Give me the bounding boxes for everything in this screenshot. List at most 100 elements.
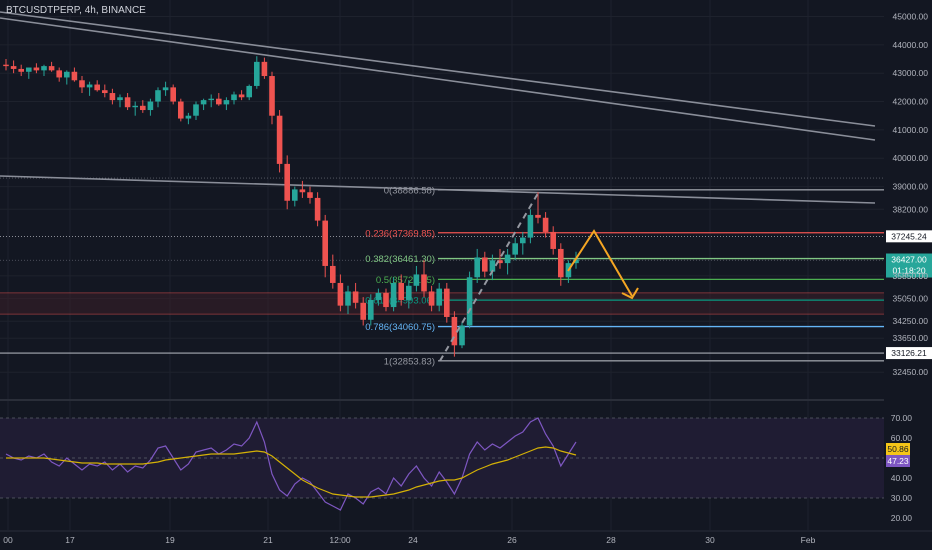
fib-anchor-trendline <box>439 189 541 362</box>
rsi-tick-3: 30.00 <box>891 493 913 503</box>
candle-9 <box>71 71 78 81</box>
price-tick-4: 41000.00 <box>893 125 929 135</box>
candle-71 <box>542 217 549 232</box>
candle-33 <box>254 61 260 86</box>
trend-line-upper-2 <box>0 17 876 141</box>
time-axis-bg <box>0 531 932 550</box>
candle-51 <box>390 282 397 308</box>
rsi-tick-1: 60.00 <box>891 433 913 443</box>
fib-label-0: 0(38886.58) <box>384 185 435 196</box>
candle-1 <box>10 66 17 69</box>
candle-58 <box>444 288 450 317</box>
price-tick-1: 44000.00 <box>893 40 929 50</box>
candle-43 <box>330 265 336 283</box>
fib-label-4: 0.618(34993.06) <box>365 296 435 307</box>
price-label-sub-1: 01:18:20 <box>892 266 925 276</box>
candle-32 <box>246 85 252 98</box>
time-tick-8: 30 <box>705 535 715 545</box>
price-tick-3: 42000.00 <box>893 97 929 107</box>
time-axis[interactable]: 00 17 19 21 12:00 24 26 28 30 Feb <box>0 530 932 550</box>
rsi-ma-line <box>6 446 577 498</box>
time-tick-4: 12:00 <box>329 535 351 545</box>
fib-label-3: 0.5(35727.15) <box>376 275 435 286</box>
grid <box>0 0 884 530</box>
candle-4 <box>33 67 40 71</box>
candle-19 <box>147 101 154 111</box>
time-tick-1: 17 <box>65 535 75 545</box>
candle-56 <box>428 291 435 306</box>
candle-7 <box>56 70 62 78</box>
time-tick-3: 21 <box>263 535 273 545</box>
price-label-bg-1 <box>886 253 932 278</box>
price-tick-9: 35050.00 <box>893 294 929 304</box>
price-tick-2: 43000.00 <box>893 68 929 78</box>
fib-label-2: 0.382(36461.30) <box>365 254 435 265</box>
annotations <box>439 189 639 362</box>
candle-40 <box>307 192 313 198</box>
candle-28 <box>216 98 222 105</box>
candle-16 <box>124 97 131 108</box>
candle-8 <box>64 71 70 78</box>
candle-52 <box>398 282 404 300</box>
candle-47 <box>360 302 366 320</box>
price-axis[interactable]: 45000.00 44000.00 43000.00 42000.00 41000.00… <box>884 0 932 550</box>
candle-29 <box>223 100 230 105</box>
candle-38 <box>292 189 298 201</box>
rsi-tick-2: 40.00 <box>891 473 913 483</box>
candle-22 <box>170 87 176 102</box>
candle-39 <box>299 189 306 193</box>
time-tick-7: 28 <box>606 535 616 545</box>
candle-17 <box>132 105 138 108</box>
candle-57 <box>436 288 442 306</box>
candle-21 <box>162 87 169 91</box>
candle-6 <box>48 66 55 71</box>
candle-46 <box>352 291 359 303</box>
candle-50 <box>383 292 389 308</box>
candle-27 <box>208 98 214 101</box>
fib-label-6: 1(32853.83) <box>384 356 435 367</box>
price-tick-6: 39000.00 <box>893 182 929 192</box>
price-label-bg-3 <box>886 347 932 360</box>
time-tick-0: 00 <box>3 535 13 545</box>
candle-55 <box>421 274 427 292</box>
candle-75 <box>573 259 579 264</box>
candle-53 <box>406 285 412 300</box>
candle-14 <box>109 93 116 101</box>
price-label-2: 35850.00 <box>893 271 929 281</box>
candle-12 <box>94 84 100 91</box>
price-label-0: 37245.24 <box>891 231 927 241</box>
candle-31 <box>238 94 245 98</box>
candle-42 <box>322 220 328 266</box>
candle-59 <box>451 316 458 346</box>
projection-arrowhead <box>621 287 639 300</box>
price-tick-10: 34250.00 <box>893 316 929 326</box>
candle-63 <box>482 257 488 272</box>
fib-label-5: 0.786(34060.75) <box>365 322 435 333</box>
trend-line-upper-1 <box>0 11 876 127</box>
candle-5 <box>41 66 47 71</box>
price-tick-0: 45000.00 <box>893 12 929 22</box>
candle-10 <box>79 80 85 88</box>
candle-70 <box>535 214 541 218</box>
time-tick-5: 24 <box>408 535 418 545</box>
symbol-title[interactable]: BTCUSDTPERP, 4h, BINANCE <box>6 5 146 16</box>
candle-11 <box>86 84 93 88</box>
candle-23 <box>178 101 184 119</box>
candle-60 <box>459 325 465 346</box>
candle-73 <box>558 248 564 278</box>
candle-24 <box>185 115 192 119</box>
candle-26 <box>200 100 207 105</box>
candle-49 <box>375 292 382 300</box>
candle-0 <box>3 64 9 67</box>
candle-18 <box>140 105 146 111</box>
candle-13 <box>102 90 108 94</box>
candle-15 <box>117 97 123 101</box>
candle-48 <box>368 299 374 320</box>
time-tick-2: 19 <box>165 535 175 545</box>
candle-68 <box>520 237 526 244</box>
candle-37 <box>284 163 290 201</box>
candle-25 <box>193 104 199 116</box>
rsi-pane <box>0 417 884 511</box>
price-label-1: 36427.00 <box>891 255 927 265</box>
